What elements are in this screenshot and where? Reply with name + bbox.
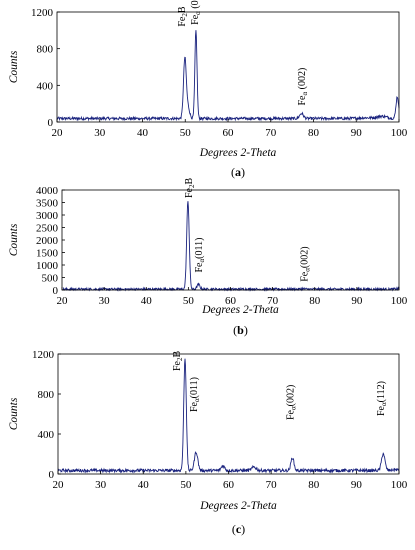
x-tick-label: 20	[53, 479, 65, 491]
x-tick-label: 40	[141, 295, 153, 307]
x-tick-label: 50	[180, 127, 192, 139]
y-tick-label: 1200	[31, 7, 54, 19]
y-tick-label: 3500	[36, 198, 59, 210]
x-tick-label: 50	[183, 295, 195, 307]
x-tick-label: 100	[391, 127, 408, 139]
x-tick-label: 100	[391, 479, 408, 491]
y-axis-label: Counts	[8, 50, 20, 83]
spectrum-line-c	[57, 358, 400, 474]
y-tick-label: 2000	[36, 235, 59, 247]
panel-c: 20 30 40 50 60 70 80 90 100 0 400 800 1200 Degrees 2-…	[8, 349, 408, 536]
y-tick-label: 1200	[32, 349, 55, 361]
y-tick-label: 400	[37, 80, 54, 92]
x-tick-label: 100	[391, 295, 408, 307]
x-tick-label: 60	[225, 295, 237, 307]
y-tick-label: 1000	[36, 260, 59, 272]
peak-annotation: Fe2B	[184, 178, 196, 199]
x-tick-label: 70	[265, 127, 277, 139]
peak-annotation: Feα(011)	[189, 377, 201, 412]
x-tick-label: 60	[223, 127, 235, 139]
peak-annotation: Feα(002)	[285, 385, 297, 420]
x-tick-label: 40	[137, 127, 149, 139]
x-tick-label: 40	[138, 479, 150, 491]
x-tick-label: 80	[308, 479, 320, 491]
panel-b: 20 30 40 50 60 70 80 90 100050010001500200025003…	[8, 178, 408, 338]
y-tick-label: 800	[37, 44, 54, 56]
y-tick-label: 500	[42, 273, 59, 285]
y-tick-label: 800	[38, 389, 55, 401]
x-tick-label: 50	[180, 479, 192, 491]
y-axis-label: Counts	[8, 223, 20, 256]
y-tick-label: 400	[38, 429, 55, 441]
peak-annotation: Fe2B	[177, 6, 189, 27]
plot-frame-b	[61, 189, 400, 291]
peak-annotation: Feα(002)	[300, 246, 312, 281]
y-tick-label: 1500	[36, 248, 59, 260]
peak-annotation: Feα (011)	[190, 0, 202, 25]
y-tick-label: 3000	[36, 210, 59, 222]
spectrum-line-b	[61, 201, 400, 292]
y-tick-label: 0	[48, 117, 54, 129]
x-tick-label: 80	[309, 295, 321, 307]
y-axis-label: Counts	[8, 397, 20, 430]
y-tick-label: 0	[53, 285, 59, 297]
peak-annotation: Fe2B	[172, 351, 184, 372]
x-axis-label: Degrees 2-Theta	[199, 500, 277, 512]
x-tick-label: 80	[308, 127, 320, 139]
spectrum-line-a	[56, 30, 400, 122]
x-tick-label: 70	[267, 295, 279, 307]
plot-frame-c	[57, 353, 400, 475]
panel-caption: (c)	[232, 522, 245, 536]
y-tick-label: 4000	[36, 185, 59, 197]
peak-annotation: Feα (002)	[297, 68, 309, 106]
x-tick-label: 20	[52, 127, 64, 139]
x-axis-label: Degrees 2-Theta	[199, 147, 277, 159]
panel-caption: (a)	[231, 165, 245, 179]
x-tick-label: 30	[95, 479, 107, 491]
peak-annotation: Feα(011)	[194, 238, 206, 273]
x-tick-label: 30	[94, 127, 106, 139]
x-tick-label: 30	[99, 295, 111, 307]
panel-caption: (b)	[233, 323, 248, 337]
x-tick-label: 60	[223, 479, 235, 491]
plot-frame-a	[56, 11, 400, 123]
x-tick-label: 90	[351, 479, 363, 491]
peak-annotation: Feα(112)	[376, 381, 388, 416]
x-tick-label: 20	[57, 295, 69, 307]
x-axis-label: Degrees 2-Theta	[201, 304, 279, 316]
x-tick-label: 90	[351, 295, 363, 307]
y-tick-label: 2500	[36, 223, 59, 235]
y-tick-label: 0	[49, 469, 55, 481]
x-tick-label: 70	[266, 479, 278, 491]
x-tick-label: 90	[351, 127, 363, 139]
panel-a: 20 30 40 50 60 70 80 90 100 0 400 800 1200 Degrees 2-…	[8, 0, 408, 179]
